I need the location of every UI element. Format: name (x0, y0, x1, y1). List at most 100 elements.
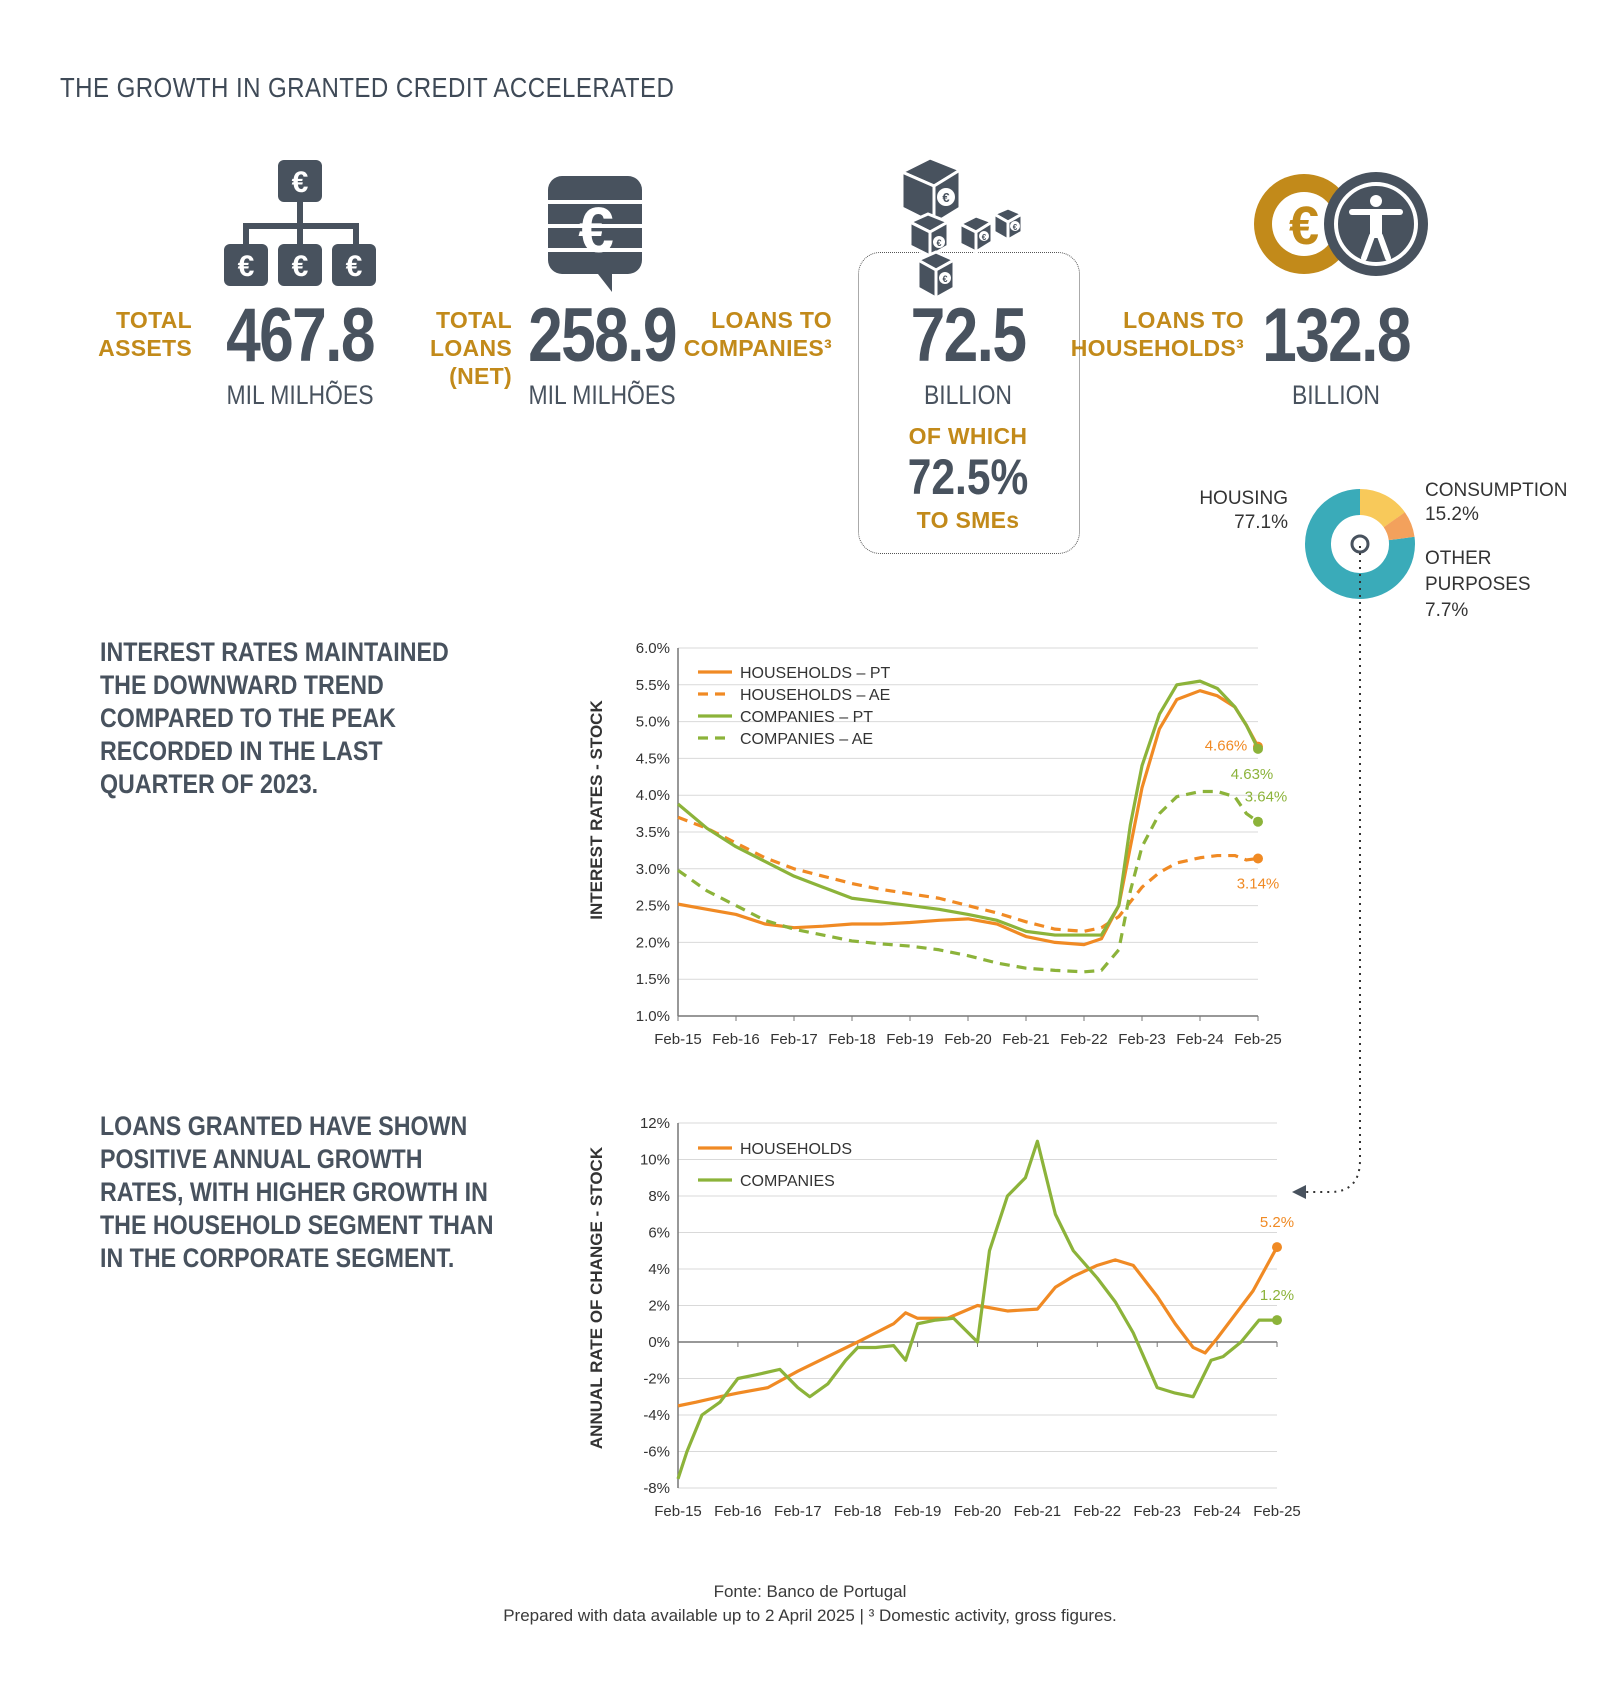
sme-tail-label: TO SMEs (916, 507, 1020, 533)
series-line-1 (676, 1139, 1277, 1480)
donut-slice-other-purposes (1305, 489, 1415, 599)
y-tick-label: 2.5% (636, 898, 670, 915)
x-tick-label: Feb-23 (1118, 1031, 1166, 1048)
x-tick-label: Feb-15 (654, 1503, 702, 1520)
slice-value-housing: 77.1% (1234, 512, 1288, 533)
y-tick-label: 1.0% (636, 1008, 670, 1025)
y-tick-label: 0% (648, 1334, 670, 1351)
y-tick-label: 8% (648, 1188, 670, 1205)
svg-text:€: € (982, 233, 987, 242)
x-tick-label: Feb-19 (886, 1031, 934, 1048)
svg-text:€: € (936, 238, 941, 248)
y-tick-label: -2% (643, 1371, 670, 1388)
series-line-0 (677, 689, 1260, 947)
series-end-label-3: 3.64% (1245, 789, 1288, 806)
slice-label-consumption: CONSUMPTION (1425, 480, 1568, 501)
svg-text:€: € (292, 166, 309, 199)
series-line-1 (677, 815, 1259, 933)
x-tick-label: Feb-19 (894, 1503, 942, 1520)
x-tick-label: Feb-21 (1002, 1031, 1050, 1048)
svg-text:€: € (346, 250, 363, 283)
kpi-loans-households-label: LOANS TO HOUSEHOLDS³ (1070, 307, 1244, 361)
kpi-total-loans-value: 258.9 (528, 293, 677, 378)
x-tick-label: Feb-24 (1193, 1503, 1241, 1520)
euro-cubes-icon: € € € € € (898, 156, 1026, 301)
footer-source: Fonte: Banco de Portugal (713, 1582, 907, 1601)
x-tick-label: Feb-20 (944, 1031, 992, 1048)
kpi-loans-companies-label: LOANS TO COMPANIES³ (683, 307, 832, 361)
series-end-point-1 (1253, 853, 1263, 864)
sme-highlight-box (858, 252, 1080, 554)
x-tick-label: Feb-25 (1253, 1503, 1301, 1520)
svg-text:€: € (238, 250, 255, 283)
kpi-loans-companies-unit: BILLION (923, 380, 1013, 410)
slice-value-other: 7.7% (1425, 600, 1468, 621)
kpi-total-loans-unit: MIL MILHÕES (528, 380, 676, 410)
page-title: THE GROWTH IN GRANTED CREDIT ACCELERATED (60, 72, 675, 103)
slice-label-other-line1: OTHER (1425, 548, 1492, 569)
y-tick-label: 4% (648, 1261, 670, 1278)
legend-label-0: HOUSEHOLDS (740, 1141, 852, 1158)
svg-text:€: € (1289, 196, 1319, 256)
x-tick-label: Feb-16 (712, 1031, 760, 1048)
kpi-total-loans-label: TOTAL LOANS (NET) (430, 307, 512, 389)
growth-heading: LOANS GRANTED HAVE SHOWN POSITIVE ANNUAL… (100, 1111, 494, 1273)
svg-text:€: € (942, 190, 949, 205)
x-tick-label: Feb-20 (954, 1503, 1002, 1520)
svg-text:€: € (292, 250, 309, 283)
kpi-loans-households-unit: BILLION (1291, 380, 1381, 410)
rates-heading: INTEREST RATES MAINTAINED THE DOWNWARD T… (100, 637, 449, 799)
footer-note: Prepared with data available up to 2 Apr… (503, 1606, 1117, 1625)
y-tick-label: 3.5% (636, 824, 670, 841)
y-tick-label: -8% (643, 1480, 670, 1497)
y-tick-label: 4.5% (636, 750, 670, 767)
series-end-label-0: 4.66% (1205, 738, 1248, 755)
x-tick-label: Feb-21 (1014, 1503, 1062, 1520)
legend-label-1: COMPANIES (740, 1173, 835, 1190)
sme-of-which-label: OF WHICH (908, 423, 1028, 449)
series-line-2 (676, 679, 1260, 937)
y-tick-label: 6.0% (636, 640, 670, 657)
y-tick-label: 2.0% (636, 934, 670, 951)
y-tick-label: -6% (643, 1444, 670, 1461)
y-tick-label: 6% (648, 1225, 670, 1242)
donut-slice-housing (1305, 489, 1415, 599)
y-tick-label: 12% (640, 1115, 670, 1132)
interest-rates-chart: INTEREST RATES - STOCK 1.0% 1.5% 2.0% 2.5% 3… (587, 640, 1288, 1048)
x-tick-label: Feb-15 (654, 1031, 702, 1048)
x-tick-label: Feb-23 (1133, 1503, 1181, 1520)
y-tick-label: 2% (648, 1298, 670, 1315)
legend-label-2: COMPANIES – PT (740, 709, 873, 726)
x-tick-label: Feb-16 (714, 1503, 762, 1520)
x-tick-label: Feb-24 (1176, 1031, 1224, 1048)
kpi-total-assets-unit: MIL MILHÕES (226, 380, 374, 410)
series-end-point-1 (1272, 1315, 1282, 1326)
euro-person-icon: € (1254, 172, 1428, 276)
x-tick-label: Feb-18 (834, 1503, 882, 1520)
kpi-loans-companies-value: 72.5 (910, 293, 1027, 378)
rates-y-axis-label: INTEREST RATES - STOCK (587, 700, 606, 920)
x-tick-label: Feb-22 (1074, 1503, 1122, 1520)
sme-share-value: 72.5% (907, 449, 1029, 505)
series-line-3 (677, 789, 1259, 974)
slice-label-other-line2: PURPOSES (1425, 574, 1531, 595)
series-end-label-2: 4.63% (1231, 766, 1274, 783)
euro-hierarchy-icon: € € € € (224, 160, 376, 286)
y-tick-label: -4% (643, 1407, 670, 1424)
svg-text:€: € (578, 194, 614, 266)
slice-label-housing: HOUSING (1199, 488, 1288, 509)
growth-y-axis-label: ANNUAL RATE OF CHANGE - STOCK (587, 1146, 606, 1449)
series-line-0 (677, 1246, 1279, 1408)
dotted-connector (1292, 546, 1361, 1199)
series-end-point-2 (1253, 743, 1263, 754)
legend-label-0: HOUSEHOLDS – PT (740, 665, 890, 682)
x-tick-label: Feb-22 (1060, 1031, 1108, 1048)
kpi-total-assets-value: 467.8 (226, 293, 375, 378)
slice-value-consumption: 15.2% (1425, 504, 1479, 525)
x-tick-label: Feb-17 (774, 1503, 822, 1520)
euro-chat-bubble-icon: € (548, 176, 642, 292)
legend-label-3: COMPANIES – AE (740, 731, 873, 748)
y-tick-label: 5.0% (636, 714, 670, 731)
x-tick-label: Feb-25 (1234, 1031, 1282, 1048)
y-tick-label: 1.5% (636, 971, 670, 988)
